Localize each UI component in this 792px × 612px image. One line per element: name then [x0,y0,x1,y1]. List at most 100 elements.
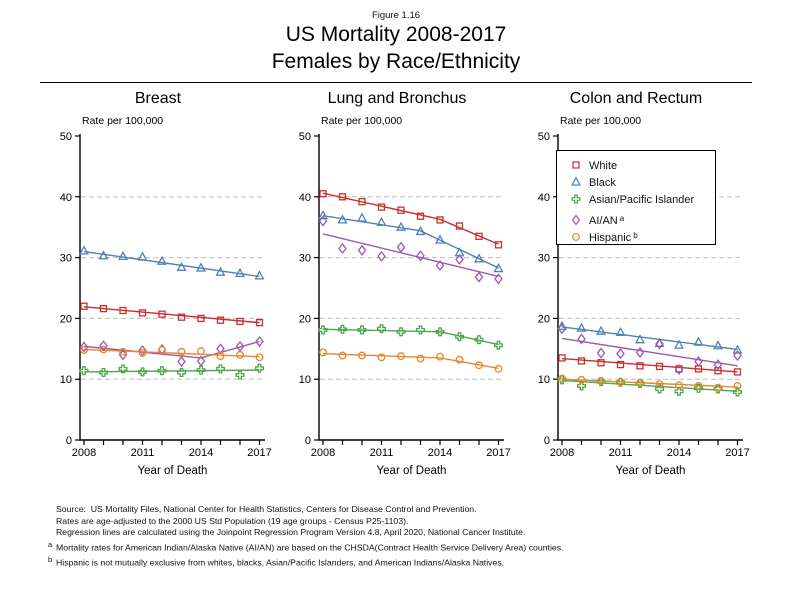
circle-marker [694,381,703,390]
y-tick-label: 40 [538,192,550,204]
panel-colon-and-rectum: Colon and Rectum Rate per 100,000 0 10 20 30… [520,88,752,478]
triangle-marker [415,225,426,236]
legend-label: Asian/Pacific Islander [589,194,695,207]
circle-marker [138,349,147,358]
square-marker [177,313,186,321]
square-marker [358,198,366,206]
diamond-marker [196,355,206,367]
cross-marker [357,325,367,335]
trend-line [561,326,738,351]
y-tick-label: 10 [538,374,550,386]
square-marker [733,368,742,376]
circle-marker [577,375,586,384]
x-tick-label: 2011 [370,447,394,459]
circle-marker [675,381,683,390]
trend-line [83,306,260,324]
diamond-marker [571,214,581,226]
cross-marker [732,387,743,397]
circle-marker [177,347,186,356]
diamond-marker [377,250,386,262]
legend-label: AI/AN [589,214,618,227]
cross-marker [674,386,684,396]
panel-lung-and-bronchus: Lung and Bronchus Rate per 100,000 0 10 20 3… [281,88,513,478]
circle-marker [636,378,644,387]
trend-line [322,352,499,369]
y-tick-label: 30 [538,253,550,265]
x-tick-label: 2017 [247,447,271,459]
triangle-marker [79,245,89,255]
circle-marker [158,346,166,354]
x-tick-label: 2008 [72,447,96,459]
trend-line [561,337,738,367]
triangle-marker [493,262,504,273]
diamond-marker [694,356,703,368]
circle-marker [733,381,742,390]
triangle-marker [596,325,606,335]
figure-title-line2: Females by Race/Ethnicity [271,50,521,73]
legend-label: White [589,160,618,172]
square-marker [158,310,166,318]
cross-marker [196,365,206,375]
diamond-marker [733,349,742,362]
square-marker [416,212,425,220]
cross-marker [396,327,406,337]
cross-marker [493,340,504,350]
square-marker [577,357,586,365]
circle-marker [255,353,264,362]
y-tick-label: 10 [299,374,311,386]
cross-marker [615,377,626,387]
footnotes: Source: US Mortality Files, National Cen… [48,504,792,569]
circle-marker [572,232,580,241]
square-marker [494,241,503,249]
circle-marker [714,383,722,392]
diamond-marker [557,323,567,335]
trend-line [83,250,260,278]
legend-label: Black [589,177,616,190]
footnote-line: Rates are age-adjusted to the 2000 US St… [56,515,409,526]
panel-title-breast: Breast [134,90,182,107]
legend-item-ai-an: AI/AN a [570,210,715,227]
circle-marker [558,374,566,383]
y-axis-title: Rate per 100,000 [82,115,163,127]
diamond-marker [177,356,186,368]
chart-panels-row: Breast Rate per 100,000 0 10 20 30 40 50 2008 20… [0,88,792,478]
triangle-marker [196,262,206,272]
circle-marker [436,352,444,361]
x-tick-label: 2011 [609,447,633,459]
cross-marker [571,194,581,204]
cross-marker [176,367,187,378]
legend-footnote-marker: a [619,213,625,223]
diamond-marker [435,259,445,272]
circle-marker [377,353,386,362]
diamond-marker [455,253,464,265]
square-marker [338,193,347,201]
diamond-marker [616,348,625,360]
diamond-marker [713,359,723,371]
footnote-line: Source: US Mortality Files, National Cen… [56,504,477,514]
cross-marker [215,364,226,374]
legend-item-asian-pacific-islander: Asian/Pacific Islander [570,192,715,209]
square-marker [99,305,108,313]
cross-marker [474,335,484,345]
diamond-marker [396,241,406,253]
x-tick-label: 2014 [428,447,452,459]
x-tick-label: 2017 [725,447,749,459]
cross-marker [137,367,148,377]
open-square-icon [572,161,580,169]
panel-title-lung: Lung and Bronchus [327,90,467,107]
y-tick-label: 0 [66,435,72,447]
square-marker [597,359,605,367]
circle-marker [416,354,425,363]
triangle-marker [474,253,484,263]
triangle-marker [693,336,704,346]
diamond-marker [635,346,645,359]
circle-marker [236,350,244,359]
figure-title-line1: US Mortality 2008-2017 [285,23,507,46]
cross-marker [693,383,704,393]
cross-marker [596,377,606,387]
open-diamond-icon [571,214,581,226]
square-marker [236,317,244,326]
title-divider [40,82,752,83]
circle-marker [494,364,503,373]
diamond-marker [596,347,606,359]
